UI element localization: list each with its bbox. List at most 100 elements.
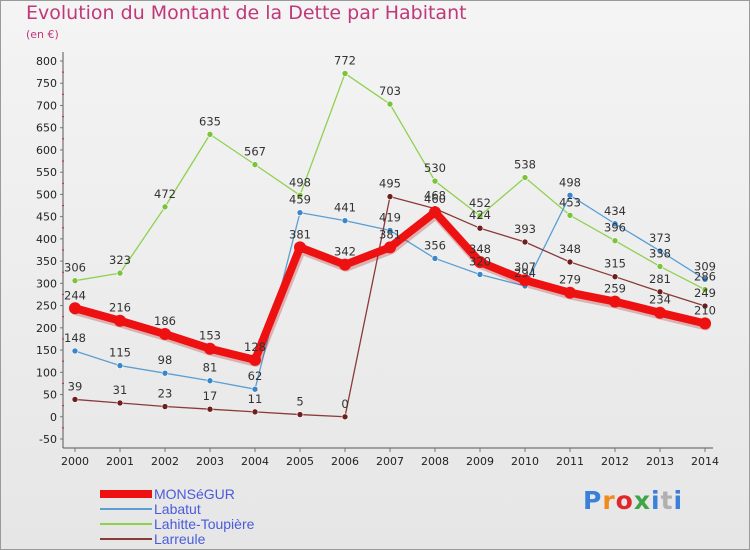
data-label: 31 bbox=[113, 383, 128, 397]
data-point bbox=[341, 70, 349, 77]
data-point bbox=[161, 403, 169, 410]
data-point bbox=[386, 193, 394, 200]
data-point bbox=[566, 258, 574, 266]
data-point bbox=[161, 369, 169, 377]
data-point bbox=[69, 302, 81, 315]
data-point bbox=[431, 177, 439, 185]
data-label: 772 bbox=[334, 53, 356, 67]
data-label: 460 bbox=[424, 192, 446, 206]
y-tick-label: 700 bbox=[36, 99, 57, 112]
data-label: 348 bbox=[469, 242, 491, 256]
data-point bbox=[206, 377, 214, 385]
data-point bbox=[294, 241, 306, 254]
data-label: 530 bbox=[424, 161, 446, 175]
y-tick-label: -50 bbox=[39, 433, 57, 446]
data-point bbox=[656, 247, 664, 255]
legend-item-larreule: Larreule bbox=[100, 530, 254, 547]
data-point bbox=[429, 206, 441, 219]
data-point bbox=[159, 328, 171, 341]
legend-item-lahitte: Lahitte-Toupière bbox=[100, 515, 255, 532]
data-point bbox=[339, 258, 351, 271]
data-point bbox=[251, 408, 259, 416]
data-label: 286 bbox=[694, 270, 716, 284]
x-tick-label: 2000 bbox=[61, 455, 89, 468]
x-tick-label: 2001 bbox=[106, 455, 134, 468]
data-label: 635 bbox=[199, 114, 221, 128]
data-point bbox=[701, 286, 709, 293]
data-label: 148 bbox=[64, 331, 86, 345]
data-label: 320 bbox=[469, 254, 491, 268]
legend: MONSéGUR Labatut Lahitte-Toupière Larreu… bbox=[100, 485, 255, 547]
data-point bbox=[341, 413, 349, 421]
data-label: 472 bbox=[154, 187, 176, 201]
data-label: 249 bbox=[694, 286, 716, 300]
data-point bbox=[251, 385, 259, 393]
legend-label-monsegur: MONSéGUR bbox=[154, 485, 235, 502]
data-point bbox=[654, 306, 666, 319]
x-tick-label: 2005 bbox=[286, 455, 314, 468]
data-point bbox=[71, 277, 79, 284]
data-label: 234 bbox=[649, 293, 671, 307]
data-point bbox=[251, 161, 259, 168]
data-point bbox=[474, 256, 486, 269]
data-label: 356 bbox=[424, 238, 446, 252]
data-point bbox=[116, 269, 124, 277]
data-label: 210 bbox=[694, 303, 716, 317]
data-point bbox=[116, 362, 124, 369]
data-label: 396 bbox=[604, 221, 626, 235]
data-point bbox=[114, 314, 126, 327]
data-point bbox=[521, 238, 529, 246]
data-point bbox=[611, 237, 619, 244]
data-point bbox=[296, 192, 304, 199]
legend-label-lahitte: Lahitte-Toupière bbox=[154, 515, 255, 532]
legend-swatch-larreule bbox=[100, 537, 152, 540]
data-label: 279 bbox=[559, 273, 581, 287]
data-point bbox=[564, 286, 576, 299]
data-label: 419 bbox=[379, 210, 401, 224]
data-point bbox=[206, 405, 214, 413]
y-tick-label: 800 bbox=[36, 55, 57, 68]
x-tick-label: 2002 bbox=[151, 455, 179, 468]
data-label: 307 bbox=[514, 260, 536, 274]
legend-label-larreule: Larreule bbox=[154, 530, 206, 547]
legend-swatch-monsegur bbox=[100, 489, 152, 498]
data-label: 216 bbox=[109, 301, 131, 315]
data-label: 17 bbox=[203, 389, 218, 403]
data-label: 434 bbox=[604, 204, 626, 218]
x-tick-label: 2003 bbox=[196, 455, 224, 468]
x-tick-label: 2007 bbox=[376, 455, 404, 468]
y-tick-label: 300 bbox=[36, 277, 57, 290]
data-label: 23 bbox=[158, 387, 173, 401]
data-label: 703 bbox=[379, 84, 401, 98]
data-point bbox=[384, 241, 396, 254]
x-tick-label: 2004 bbox=[241, 455, 269, 468]
x-tick-label: 2006 bbox=[331, 455, 359, 468]
data-label: 98 bbox=[158, 353, 173, 367]
data-point bbox=[386, 227, 394, 234]
data-point bbox=[656, 263, 664, 270]
data-label: 11 bbox=[248, 392, 263, 406]
y-tick-label: 0 bbox=[50, 411, 57, 424]
data-label: 381 bbox=[379, 227, 401, 241]
data-label: 186 bbox=[154, 314, 176, 328]
data-label: 259 bbox=[604, 282, 626, 296]
y-tick-label: 350 bbox=[36, 255, 57, 268]
legend-label-labatut: Labatut bbox=[154, 500, 201, 517]
data-point bbox=[476, 224, 484, 232]
data-label: 62 bbox=[248, 369, 263, 383]
data-point bbox=[71, 347, 79, 355]
data-label: 498 bbox=[559, 175, 581, 189]
data-point bbox=[611, 220, 619, 228]
data-point bbox=[701, 302, 709, 310]
data-label: 115 bbox=[109, 346, 131, 360]
x-tick-label: 2014 bbox=[691, 455, 719, 468]
data-label: 323 bbox=[109, 253, 131, 267]
data-label: 0 bbox=[341, 397, 348, 411]
chart-title: Evolution du Montant de la Dette par Hab… bbox=[26, 2, 467, 24]
data-point bbox=[566, 192, 574, 199]
data-label: 306 bbox=[64, 261, 86, 275]
data-point bbox=[656, 288, 664, 296]
legend-swatch-lahitte bbox=[100, 522, 152, 525]
